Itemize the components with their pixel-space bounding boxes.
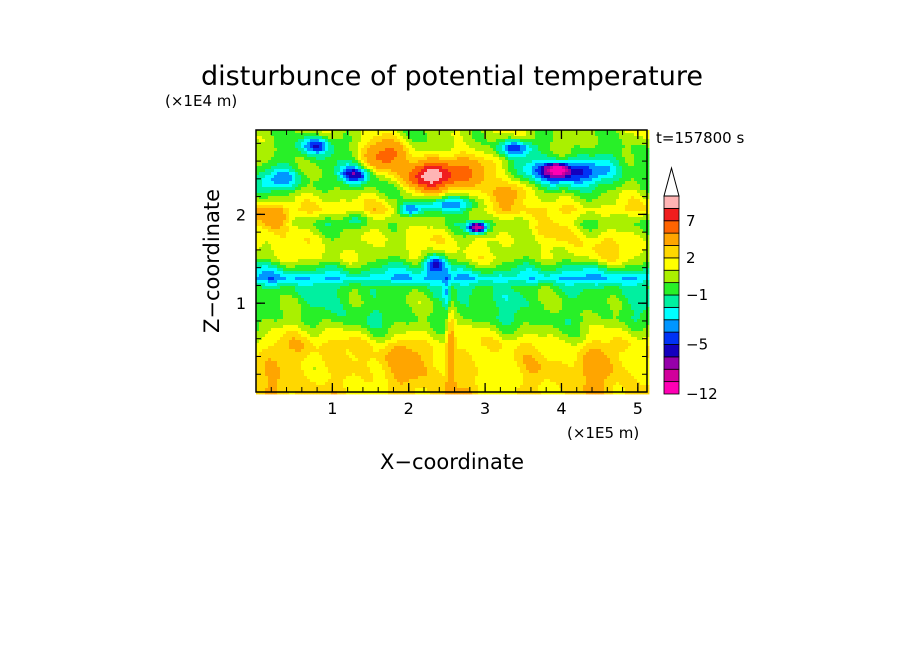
- y-tick-label: 2: [236, 205, 246, 224]
- y-scale-label: (×1E4 m): [165, 92, 237, 110]
- x-tick-label: 1: [327, 399, 337, 418]
- y-axis-label: Z−coordinate: [200, 189, 224, 333]
- colorbar-tick-label: −12: [686, 385, 718, 403]
- chart-title: disturbunce of potential temperature: [201, 61, 703, 92]
- colorbar-swatch: [663, 368, 680, 383]
- colorbar-swatch: [663, 257, 680, 271]
- time-label: t=157800 s: [656, 129, 744, 147]
- colorbar-tick-label: 2: [686, 249, 696, 267]
- colorbar-tick-label: −5: [686, 336, 708, 354]
- colorbar-swatch: [663, 381, 680, 395]
- colorbar-swatch: [663, 331, 680, 345]
- colorbar-tick-label: 7: [686, 212, 696, 230]
- colorbar: 7 2 −1 −5 −12: [663, 166, 718, 403]
- contour-field: [256, 130, 650, 395]
- colorbar-swatch: [663, 282, 680, 296]
- x-axis: 1 2 3 4 5: [270, 130, 643, 418]
- colorbar-swatch: [663, 269, 680, 284]
- x-tick-label: 4: [556, 399, 566, 418]
- colorbar-swatch: [663, 356, 680, 370]
- y-axis: 12: [236, 142, 647, 375]
- plot-frame: [255, 129, 648, 393]
- colorbar-swatch: [663, 306, 680, 321]
- x-tick-label: 2: [404, 399, 414, 418]
- colorbar-swatch: [663, 220, 680, 234]
- colorbar-tick-label: −1: [686, 286, 708, 304]
- colorbar-swatch: [663, 344, 680, 358]
- y-tick-label: 1: [236, 294, 246, 313]
- x-scale-label: (×1E5 m): [567, 424, 639, 442]
- colorbar-swatch: [663, 245, 680, 259]
- colorbar-swatch: [663, 207, 680, 222]
- colorbar-swatch: [663, 319, 680, 333]
- colorbar-swatch: [663, 232, 680, 246]
- colorbar-swatch: [663, 294, 680, 308]
- x-tick-label: 5: [633, 399, 643, 418]
- x-axis-label: X−coordinate: [380, 450, 524, 474]
- colorbar-swatch: [663, 195, 680, 209]
- colorbar-extend-arrow: [663, 166, 680, 197]
- x-tick-label: 3: [480, 399, 490, 418]
